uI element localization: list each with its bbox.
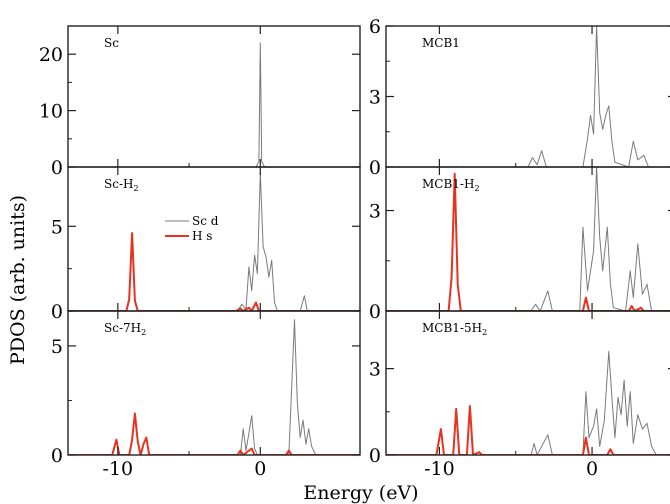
panel-sc: 0 10 20 Sc — [39, 25, 361, 179]
y-tick-label: 0 — [51, 301, 63, 323]
plot-area — [68, 171, 360, 311]
y-tick-label: 0 — [369, 445, 381, 467]
y-tick-label: 0 — [51, 157, 63, 179]
plot-area — [68, 319, 360, 455]
panel-sc-7h2: 0 5 -10 0 Sc-7H2 — [51, 310, 361, 480]
plot-area — [386, 350, 670, 455]
series-sc-d — [68, 42, 360, 167]
y-tick-label: 20 — [39, 44, 63, 66]
y-tick-label: 0 — [369, 157, 381, 179]
series-h-s — [68, 232, 360, 311]
plot-area — [386, 26, 670, 167]
panel-frame — [385, 310, 670, 456]
y-tick-label: 3 — [369, 359, 381, 381]
y-tick-label: 0 — [51, 445, 63, 467]
panel-label: MCB1 — [422, 36, 460, 50]
series-sc-d — [386, 167, 670, 311]
series-sc-d — [68, 319, 360, 455]
series-h-s — [386, 405, 670, 455]
y-tick-label: 0 — [369, 301, 381, 323]
panel-frame — [67, 310, 361, 456]
series-h-s — [386, 172, 670, 311]
y-tick-label: 5 — [51, 216, 63, 238]
panels: 0 10 20 Sc 0 3 6 MCB1 0 5 Sc-H2 0 3 MCB1-H2 0 5 -10 0 Sc-7… — [39, 16, 670, 480]
panel-sc-h2: 0 5 Sc-H2 — [51, 166, 361, 323]
panel-mcb1: 0 3 6 MCB1 — [369, 16, 670, 179]
plot-area — [68, 42, 360, 167]
series-sc-d — [68, 171, 360, 311]
y-tick-label: 10 — [39, 101, 63, 123]
x-tick-label: -10 — [424, 458, 455, 480]
x-tick-label: -10 — [103, 458, 134, 480]
x-tick-label: 0 — [254, 458, 266, 480]
y-tick-label: 3 — [369, 201, 381, 223]
y-axis-label: PDOS (arb. units) — [7, 195, 29, 365]
legend-sc-d-label: Sc d — [192, 214, 219, 228]
panel-label: Sc — [104, 36, 119, 50]
x-axis-label: Energy (eV) — [303, 482, 418, 504]
panel-label: MCB1-H2 — [422, 177, 480, 193]
series-sc-d — [386, 26, 670, 167]
panel-label: Sc-7H2 — [104, 321, 146, 337]
panel-mcb1-h2: 0 3 MCB1-H2 — [369, 166, 670, 323]
y-tick-label: 6 — [369, 16, 381, 38]
legend: Sc d H s — [165, 214, 219, 243]
panel-label: MCB1-5H2 — [422, 321, 487, 337]
x-tick-label: 0 — [586, 458, 598, 480]
y-tick-label: 3 — [369, 87, 381, 109]
plot-area — [386, 167, 670, 311]
y-tick-label: 5 — [51, 336, 63, 358]
legend-h-s-label: H s — [192, 229, 212, 243]
panel-mcb1-5h2: 0 3 -10 0 MCB1-5H2 — [369, 310, 670, 480]
series-sc-d — [386, 350, 670, 455]
panel-label: Sc-H2 — [104, 177, 139, 193]
series-h-s — [68, 412, 360, 455]
